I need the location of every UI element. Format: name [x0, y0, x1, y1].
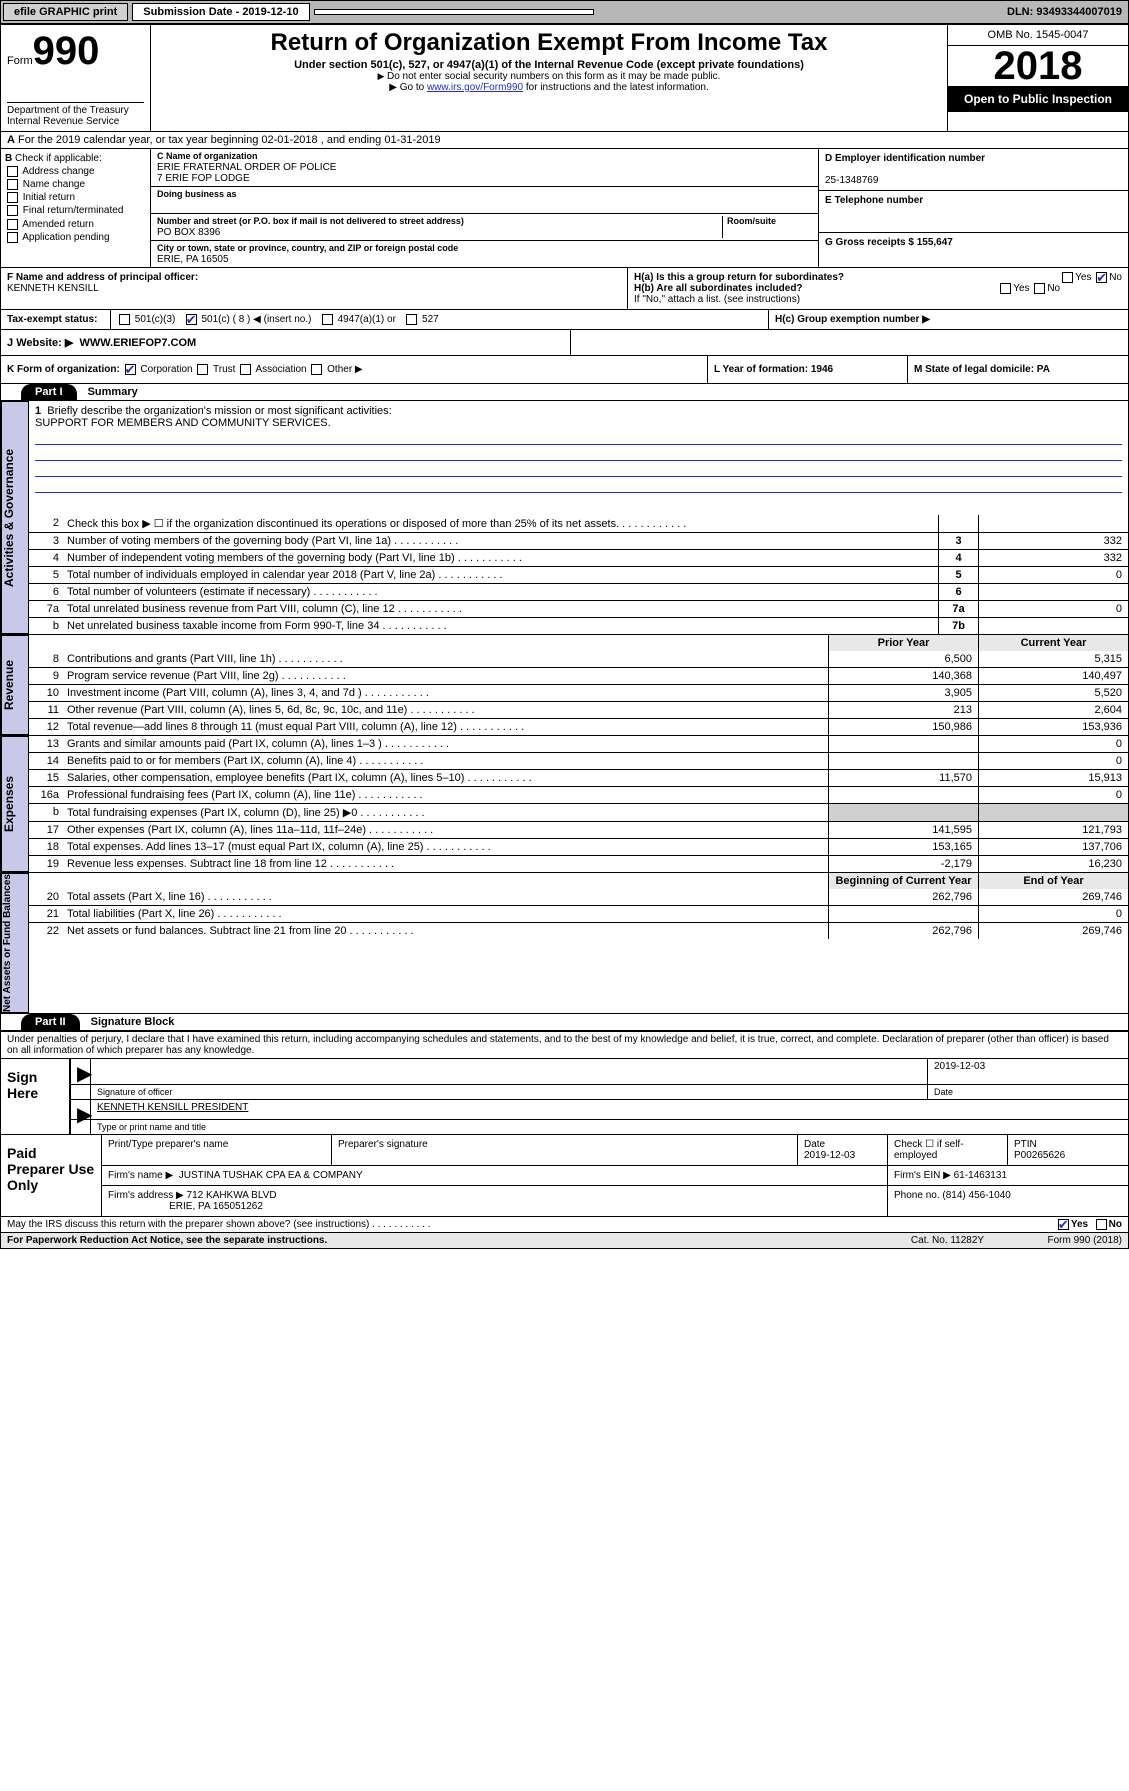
- ein-column: D Employer identification number25-13487…: [818, 149, 1128, 267]
- year-header: Prior Year Current Year: [29, 635, 1128, 651]
- line-14: 14 Benefits paid to or for members (Part…: [29, 752, 1128, 769]
- chk-initial[interactable]: Initial return: [5, 192, 146, 203]
- officer-row: F Name and address of principal officer:…: [1, 268, 1128, 310]
- gross-cell: G Gross receipts $ 155,647: [819, 233, 1128, 252]
- form-title: Return of Organization Exempt From Incom…: [157, 29, 941, 57]
- title-cell: Return of Organization Exempt From Incom…: [151, 25, 948, 131]
- line-9: 9 Program service revenue (Part VIII, li…: [29, 667, 1128, 684]
- gov-line-2: 2 Check this box ▶ ☐ if the organization…: [29, 515, 1128, 532]
- line-b: b Total fundraising expenses (Part IX, c…: [29, 803, 1128, 821]
- check-column: B Check if applicable: Address change Na…: [1, 149, 151, 267]
- line-15: 15 Salaries, other compensation, employe…: [29, 769, 1128, 786]
- discuss-row: May the IRS discuss this return with the…: [1, 1217, 1128, 1232]
- chk-pending[interactable]: Application pending: [5, 232, 146, 243]
- dba-row: Doing business as: [151, 187, 818, 214]
- governance-sidetab: Activities & Governance: [1, 401, 29, 634]
- revenue-section: Revenue Prior Year Current Year 8 Contri…: [1, 635, 1128, 736]
- sign-here-table: Sign Here ▶ 2019-12-03 Signature of offi…: [1, 1058, 1128, 1134]
- chk-address[interactable]: Address change: [5, 166, 146, 177]
- signature-block: Under penalties of perjury, I declare th…: [1, 1031, 1128, 1232]
- part2-title: Signature Block: [83, 1014, 183, 1030]
- gov-line-7a: 7a Total unrelated business revenue from…: [29, 600, 1128, 617]
- form-word: Form: [7, 55, 33, 67]
- form-number-cell: Form990 Department of the Treasury Inter…: [1, 25, 151, 131]
- form-frame: Form990 Department of the Treasury Inter…: [0, 24, 1129, 1249]
- gov-line-5: 5 Total number of individuals employed i…: [29, 566, 1128, 583]
- line-21: 21 Total liabilities (Part X, line 26) 0: [29, 905, 1128, 922]
- sign-here-label: Sign Here: [1, 1059, 71, 1134]
- dept-label: Department of the Treasury Internal Reve…: [7, 102, 144, 127]
- line-19: 19 Revenue less expenses. Subtract line …: [29, 855, 1128, 872]
- part2-header: Part II Signature Block: [1, 1014, 1128, 1031]
- line-16a: 16a Professional fundraising fees (Part …: [29, 786, 1128, 803]
- address-row: Number and street (or P.O. box if mail i…: [151, 214, 818, 241]
- korg-row: K Form of organization: Corporation Trus…: [1, 356, 1128, 384]
- chk-name[interactable]: Name change: [5, 179, 146, 190]
- line-11: 11 Other revenue (Part VIII, column (A),…: [29, 701, 1128, 718]
- line-18: 18 Total expenses. Add lines 13–17 (must…: [29, 838, 1128, 855]
- preparer-label: Paid Preparer Use Only: [1, 1135, 101, 1216]
- submission-date-field: [314, 9, 594, 15]
- na-year-header: Beginning of Current Year End of Year: [29, 873, 1128, 889]
- expenses-sidetab: Expenses: [1, 736, 29, 872]
- perjury-text: Under penalties of perjury, I declare th…: [1, 1032, 1128, 1058]
- line-13: 13 Grants and similar amounts paid (Part…: [29, 736, 1128, 752]
- omb-label: OMB No. 1545-0047: [948, 25, 1128, 46]
- city-row: City or town, state or province, country…: [151, 241, 818, 267]
- governance-section: Activities & Governance 1 Briefly descri…: [1, 401, 1128, 635]
- footer-row: For Paperwork Reduction Act Notice, see …: [1, 1232, 1128, 1248]
- part2-tab: Part II: [21, 1014, 80, 1030]
- subtitle: Under section 501(c), 527, or 4947(a)(1)…: [157, 59, 941, 71]
- line-8: 8 Contributions and grants (Part VIII, l…: [29, 651, 1128, 667]
- phone-cell: E Telephone number: [819, 191, 1128, 233]
- website-row: J Website: ▶ WWW.ERIEFOP7.COM: [1, 330, 1128, 356]
- status-row: Tax-exempt status: 501(c)(3) 501(c) ( 8 …: [1, 310, 1128, 330]
- gov-line-b: b Net unrelated business taxable income …: [29, 617, 1128, 634]
- chk-final[interactable]: Final return/terminated: [5, 205, 146, 216]
- submission-date-label: Submission Date - 2019-12-10: [132, 3, 309, 21]
- org-info-column: C Name of organization ERIE FRATERNAL OR…: [151, 149, 818, 267]
- dln-label: DLN: 93493344007019: [1007, 6, 1126, 18]
- tax-year: 2018: [948, 46, 1128, 86]
- org-name-row: C Name of organization ERIE FRATERNAL OR…: [151, 149, 818, 187]
- line-22: 22 Net assets or fund balances. Subtract…: [29, 922, 1128, 939]
- instructions-link[interactable]: www.irs.gov/Form990: [427, 82, 523, 93]
- gov-line-3: 3 Number of voting members of the govern…: [29, 532, 1128, 549]
- efile-button[interactable]: efile GRAPHIC print: [3, 3, 128, 21]
- netassets-section: Net Assets or Fund Balances Beginning of…: [1, 873, 1128, 1014]
- identity-block: B Check if applicable: Address change Na…: [1, 149, 1128, 268]
- line-17: 17 Other expenses (Part IX, column (A), …: [29, 821, 1128, 838]
- revenue-sidetab: Revenue: [1, 635, 29, 735]
- form-number: 990: [33, 29, 100, 73]
- netassets-sidetab: Net Assets or Fund Balances: [1, 873, 29, 1013]
- part1-header: Part I Summary: [1, 384, 1128, 401]
- top-toolbar: efile GRAPHIC print Submission Date - 20…: [0, 0, 1129, 24]
- part1-title: Summary: [80, 384, 146, 400]
- year-cell: OMB No. 1545-0047 2018 Open to Public In…: [948, 25, 1128, 131]
- ein-cell: D Employer identification number25-13487…: [819, 149, 1128, 191]
- chk-amended[interactable]: Amended return: [5, 219, 146, 230]
- part1-tab: Part I: [21, 384, 77, 400]
- line-10: 10 Investment income (Part VIII, column …: [29, 684, 1128, 701]
- note-link: ▶ Go to www.irs.gov/Form990 for instruct…: [157, 82, 941, 93]
- gov-line-4: 4 Number of independent voting members o…: [29, 549, 1128, 566]
- gov-line-6: 6 Total number of volunteers (estimate i…: [29, 583, 1128, 600]
- note-ssn: Do not enter social security numbers on …: [157, 71, 941, 82]
- period-row: A For the 2019 calendar year, or tax yea…: [1, 132, 1128, 149]
- inspection-label: Open to Public Inspection: [948, 86, 1128, 112]
- line-12: 12 Total revenue—add lines 8 through 11 …: [29, 718, 1128, 735]
- form-header: Form990 Department of the Treasury Inter…: [1, 25, 1128, 132]
- expenses-section: Expenses 13 Grants and similar amounts p…: [1, 736, 1128, 873]
- preparer-table: Paid Preparer Use Only Print/Type prepar…: [1, 1134, 1128, 1217]
- mission-block: 1 Briefly describe the organization's mi…: [29, 401, 1128, 515]
- line-20: 20 Total assets (Part X, line 16) 262,79…: [29, 889, 1128, 905]
